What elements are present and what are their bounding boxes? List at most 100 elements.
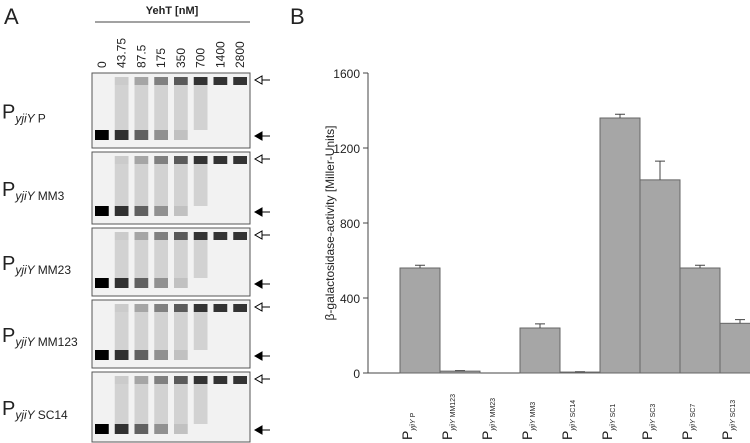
free-dna-band xyxy=(114,350,129,360)
free-dna-band xyxy=(154,278,168,288)
bar xyxy=(439,370,481,374)
smear xyxy=(193,85,208,130)
row-label-main: P xyxy=(2,253,15,275)
row-label-sub: yjiY xyxy=(14,335,35,349)
row-label-main: P xyxy=(2,325,15,347)
free-dna-band xyxy=(174,206,188,216)
bound-dna-band xyxy=(174,77,188,85)
smear xyxy=(154,240,168,278)
bound-dna-band xyxy=(154,304,168,312)
x-label-sub: yjiY xyxy=(690,418,697,432)
smear xyxy=(193,384,208,424)
free-dna-band xyxy=(95,424,109,434)
x-label-variant: MM3 xyxy=(530,402,537,418)
bound-dna-band xyxy=(193,376,208,384)
free-dna-band xyxy=(154,130,168,140)
smear xyxy=(154,164,168,206)
open-arrow xyxy=(253,230,270,240)
error-bar xyxy=(455,370,465,372)
x-tick-label: PyjiYMM23 xyxy=(479,398,497,440)
bound-dna-band xyxy=(213,77,228,85)
bound-dna-band xyxy=(213,304,228,312)
bound-dna-band xyxy=(114,77,129,85)
free-dna-band xyxy=(154,424,168,434)
row-label-sub: yjiY xyxy=(14,263,35,277)
x-label-prefix: P xyxy=(639,431,655,440)
free-dna-band xyxy=(134,206,149,216)
bar xyxy=(639,179,681,374)
lane-label: 350 xyxy=(174,48,188,68)
x-label-variant: SC7 xyxy=(690,404,697,418)
free-dna-band xyxy=(174,424,188,434)
row-label: PyjiY MM123 xyxy=(2,325,78,349)
free-dna-band xyxy=(95,350,109,360)
smear xyxy=(154,85,168,130)
y-tick-label: 400 xyxy=(340,292,360,306)
filled-arrow xyxy=(253,207,270,217)
bar xyxy=(719,322,750,374)
gel-header: YehT [nM] xyxy=(146,5,199,17)
x-label-sub: yjiY xyxy=(410,418,417,432)
bound-dna-band xyxy=(193,304,208,312)
filled-arrow xyxy=(253,425,270,435)
smear xyxy=(193,164,208,206)
bound-dna-band xyxy=(154,376,168,384)
x-label-variant: MM23 xyxy=(490,398,497,418)
y-tick-label: 800 xyxy=(340,217,360,231)
smear xyxy=(154,384,168,424)
free-dna-band xyxy=(154,206,168,216)
bound-dna-band xyxy=(114,156,129,164)
bound-dna-band xyxy=(174,156,188,164)
y-tick-label: 0 xyxy=(353,367,360,381)
bound-dna-band xyxy=(233,156,247,164)
y-tick-label: 1600 xyxy=(333,67,360,81)
smear xyxy=(114,85,129,130)
smear xyxy=(193,312,208,350)
smear xyxy=(134,240,149,278)
bound-dna-band xyxy=(134,304,149,312)
free-dna-band xyxy=(114,278,129,288)
free-dna-band xyxy=(134,424,149,434)
bar xyxy=(679,267,721,374)
bar xyxy=(519,327,561,374)
open-arrow xyxy=(253,75,270,85)
x-tick-label: PyjiYMM3 xyxy=(519,402,537,440)
row-label-main: P xyxy=(2,102,15,124)
x-tick-label: PyjiYSC7 xyxy=(679,404,697,440)
error-bar xyxy=(695,264,705,268)
lane-label: 43.75 xyxy=(115,38,129,68)
bound-dna-band xyxy=(193,232,208,240)
bar xyxy=(559,371,601,374)
free-dna-band xyxy=(134,278,149,288)
row-label-variant: P xyxy=(38,112,46,126)
filled-arrow xyxy=(253,279,270,289)
x-label-prefix: P xyxy=(479,431,495,440)
error-bar xyxy=(415,264,425,268)
free-dna-band xyxy=(95,278,109,288)
x-label-sub: yjiY xyxy=(450,418,457,432)
open-arrow xyxy=(253,154,270,164)
smear xyxy=(114,164,129,206)
bound-dna-band xyxy=(154,156,168,164)
smear xyxy=(114,384,129,424)
x-label-prefix: P xyxy=(399,431,415,440)
x-label-sub: yjiY xyxy=(730,418,737,432)
smear xyxy=(134,85,149,130)
bound-dna-band xyxy=(174,376,188,384)
lane-label: 700 xyxy=(194,48,208,68)
free-dna-band xyxy=(114,424,129,434)
row-label-variant: SC14 xyxy=(38,408,68,422)
free-dna-band xyxy=(134,130,149,140)
smear xyxy=(114,240,129,278)
row-label: PyjiY P xyxy=(2,102,46,126)
x-label-sub: yjiY xyxy=(530,418,537,432)
free-dna-band xyxy=(134,350,149,360)
smear xyxy=(174,384,188,424)
smear xyxy=(134,312,149,350)
error-bar xyxy=(615,113,625,118)
lane-label: 0 xyxy=(95,61,109,68)
bound-dna-band xyxy=(154,232,168,240)
row-label-variant: MM123 xyxy=(38,335,78,349)
smear xyxy=(174,240,188,278)
lane-label: 2800 xyxy=(233,41,247,68)
